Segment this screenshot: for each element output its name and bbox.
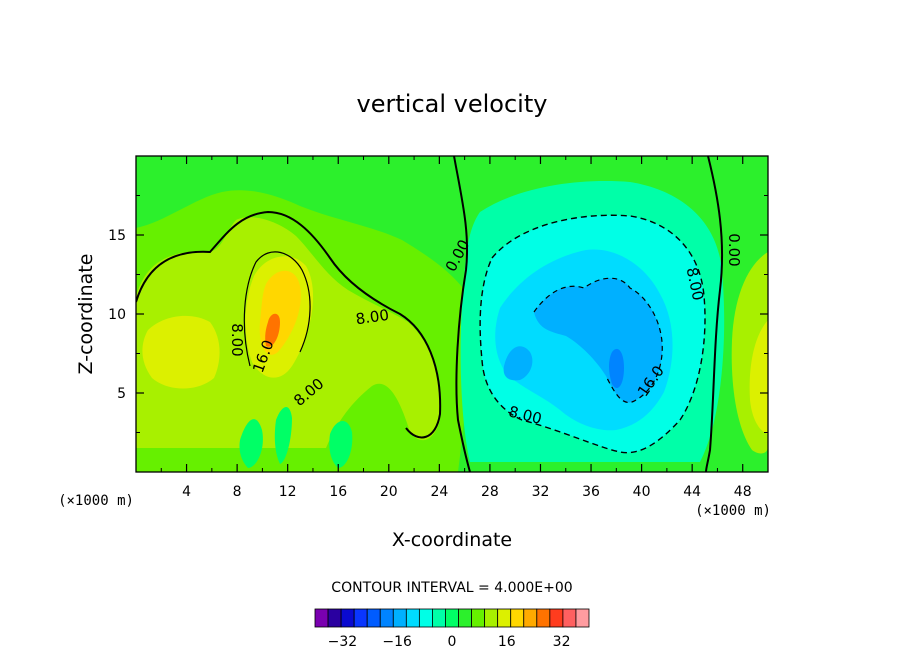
colorbar-swatch: [549, 608, 564, 628]
x-tick-label: 36: [582, 484, 600, 500]
contour-line-zero-center: [453, 156, 471, 472]
colorbar-swatch: [432, 608, 446, 628]
x-axis-label: X-coordinate: [392, 529, 512, 551]
x-tick-label: 20: [380, 484, 398, 500]
colorbar-swatch: [405, 608, 420, 628]
contour-fill-plus-12-right: [749, 320, 768, 434]
contour-fill-minus-16-west: [503, 346, 533, 381]
colorbar-swatch: [510, 608, 525, 628]
x-tick-label: 32: [532, 484, 550, 500]
x-axis: 4 8 12 16 20 24 28 32 36 40 44 48: [160, 156, 752, 500]
x-axis-unit-right: (×1000 m): [695, 503, 771, 519]
x-tick-label: 44: [683, 484, 701, 500]
x-tick-label: 28: [481, 484, 499, 500]
y-tick-label: 10: [108, 307, 126, 323]
colorbar-swatch: [314, 608, 329, 628]
colorbar-swatch: [340, 608, 355, 628]
contour-line-plus-8: [243, 251, 311, 367]
contour-label: 8.00: [228, 323, 246, 356]
colorbar-swatch: [458, 608, 472, 628]
contour-fill-surface-feature-2: [329, 420, 353, 468]
contour-fill-minus-20: [609, 348, 624, 389]
contour-line-minus-16: [533, 277, 663, 404]
y-axis-label: Z-coordinate: [75, 254, 97, 375]
contour-interval-text: CONTOUR INTERVAL = 4.000E+00: [331, 580, 572, 596]
colorbar-ticks: −32 −16 0 16 32: [328, 634, 571, 650]
contour-fill-surface-feature-3: [274, 406, 292, 464]
y-axis: 5 10 15: [108, 195, 768, 433]
colorbar-swatch: [471, 608, 486, 628]
colorbar-swatch: [445, 608, 459, 628]
colorbar-swatch: [523, 608, 538, 628]
colorbar-swatch: [484, 608, 499, 628]
contour-field: [136, 156, 768, 472]
colorbar-swatch: [379, 608, 394, 628]
x-tick-label: 40: [633, 484, 651, 500]
colorbar-swatch: [353, 608, 368, 628]
contour-line-zero-right: [705, 156, 724, 472]
x-tick-label: 12: [279, 484, 297, 500]
y-tick-label: 15: [108, 228, 126, 244]
colorbar-swatch: [366, 608, 381, 628]
contour-fill-minus-16: [534, 278, 663, 403]
x-tick-label: 16: [329, 484, 347, 500]
contour-fill-plus-12-left: [142, 315, 220, 389]
colorbar-swatch: [575, 608, 590, 628]
x-tick-label: 8: [233, 484, 242, 500]
colorbar-swatch: [562, 608, 577, 628]
contour-label: 0.00: [725, 233, 743, 266]
colorbar-tick-label: −16: [382, 634, 412, 650]
x-axis-unit-left: (×1000 m): [58, 493, 134, 509]
y-tick-label: 5: [117, 386, 126, 402]
contour-fill-surface-feature-1: [239, 419, 263, 468]
colorbar: [314, 608, 590, 628]
chart-title: vertical velocity: [357, 90, 548, 118]
x-tick-label: 4: [182, 484, 191, 500]
contour-label: 8.00: [355, 306, 391, 328]
colorbar-swatch: [327, 608, 342, 628]
colorbar-tick-label: −32: [328, 634, 358, 650]
contour-line-zero-left: [136, 210, 442, 439]
colorbar-swatch: [418, 608, 433, 628]
colorbar-swatch: [497, 608, 512, 628]
colorbar-tick-label: 32: [553, 634, 571, 650]
x-tick-label: 24: [430, 484, 448, 500]
contour-fill-plus-20: [265, 313, 280, 347]
contour-line-minus-8: [479, 214, 706, 454]
colorbar-swatch: [392, 608, 407, 628]
colorbar-swatch: [536, 608, 551, 628]
colorbar-tick-label: 0: [448, 634, 457, 650]
colorbar-tick-label: 16: [498, 634, 516, 650]
x-tick-label: 48: [734, 484, 752, 500]
